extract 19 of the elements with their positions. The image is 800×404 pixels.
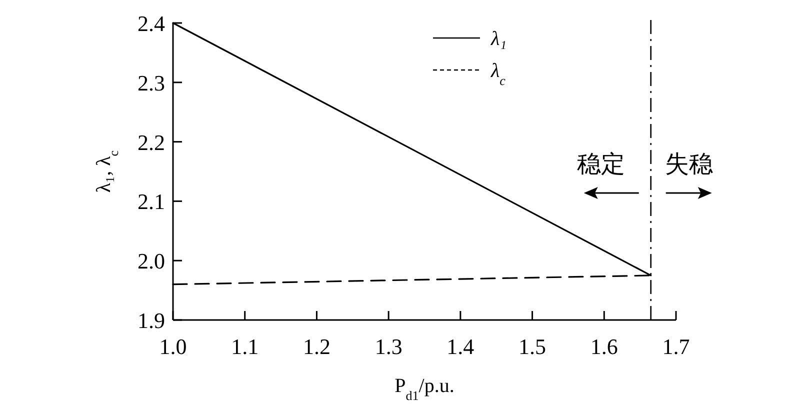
x-tick-label: 1.3 [374,334,402,359]
annotation: 稳定 [576,151,625,178]
legend-label: λ₁ [490,28,507,50]
x-axis-title: P$_{d1}$/p.u. [394,375,454,402]
y-tick-label: 2.3 [138,70,165,96]
x-tick-label: 1.4 [446,334,474,359]
x-tick-label: 1.2 [302,334,330,359]
y-tick-label: 2.2 [138,130,165,155]
y-tick-label: 2.0 [138,248,165,274]
x-tick-label: 1.1 [231,334,259,359]
y-tick-label: 2.4 [138,11,165,36]
x-tick-label: 1.6 [590,334,618,359]
x-tick-label: 1.0 [159,334,187,359]
legend-label: λ$_{c}$ [490,60,506,88]
annotation: 失稳 [664,151,713,178]
x-tick-label: 1.5 [518,334,546,359]
y-tick-label: 1.9 [138,308,165,333]
x-tick-label: 1.7 [662,334,690,359]
y-tick-label: 2.1 [138,189,165,214]
